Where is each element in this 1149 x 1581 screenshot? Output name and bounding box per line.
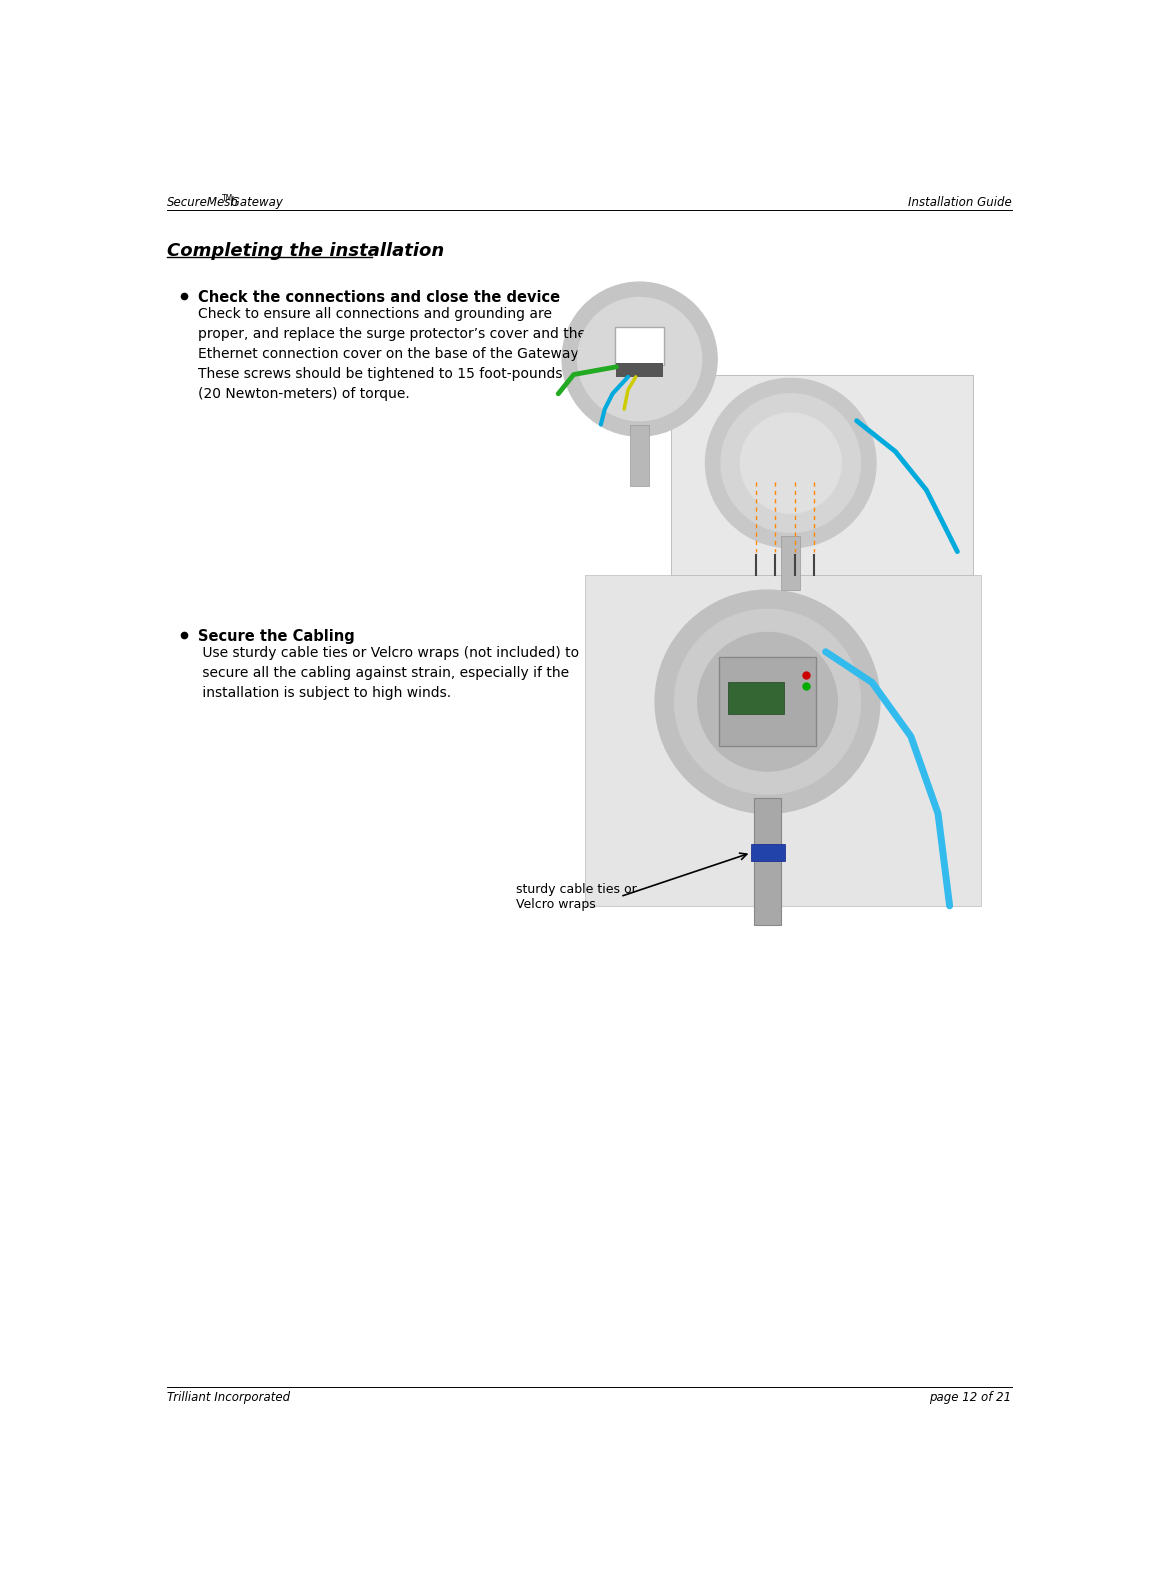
- Circle shape: [697, 632, 838, 772]
- Circle shape: [740, 413, 841, 514]
- FancyBboxPatch shape: [616, 364, 663, 376]
- FancyBboxPatch shape: [754, 798, 781, 925]
- Circle shape: [722, 394, 861, 533]
- Text: Completing the installation: Completing the installation: [167, 242, 445, 261]
- Circle shape: [655, 590, 880, 813]
- FancyBboxPatch shape: [615, 327, 664, 365]
- Text: Secure the Cabling: Secure the Cabling: [198, 629, 355, 643]
- Text: SecureMesh: SecureMesh: [167, 196, 239, 209]
- FancyBboxPatch shape: [751, 844, 785, 862]
- Circle shape: [562, 281, 717, 436]
- FancyBboxPatch shape: [631, 425, 649, 487]
- Text: Check the connections and close the device: Check the connections and close the devi…: [198, 289, 560, 305]
- Text: Trilliant Incorporated: Trilliant Incorporated: [167, 1391, 290, 1404]
- Circle shape: [705, 378, 876, 547]
- Text: Gateway: Gateway: [228, 196, 283, 209]
- Circle shape: [674, 609, 861, 794]
- Text: Installation Guide: Installation Guide: [908, 196, 1011, 209]
- Text: sturdy cable ties or
Velcro wraps: sturdy cable ties or Velcro wraps: [516, 882, 637, 911]
- FancyBboxPatch shape: [728, 681, 784, 715]
- Text: TM: TM: [222, 194, 233, 202]
- Circle shape: [578, 297, 702, 421]
- FancyBboxPatch shape: [671, 375, 973, 575]
- Text: page 12 of 21: page 12 of 21: [930, 1391, 1011, 1404]
- FancyBboxPatch shape: [585, 575, 980, 906]
- Text: Check to ensure all connections and grounding are
proper, and replace the surge : Check to ensure all connections and grou…: [198, 307, 586, 402]
- Text: Use sturdy cable ties or Velcro wraps (not included) to
 secure all the cabling : Use sturdy cable ties or Velcro wraps (n…: [198, 645, 579, 700]
- FancyBboxPatch shape: [781, 536, 800, 590]
- FancyBboxPatch shape: [718, 658, 816, 746]
